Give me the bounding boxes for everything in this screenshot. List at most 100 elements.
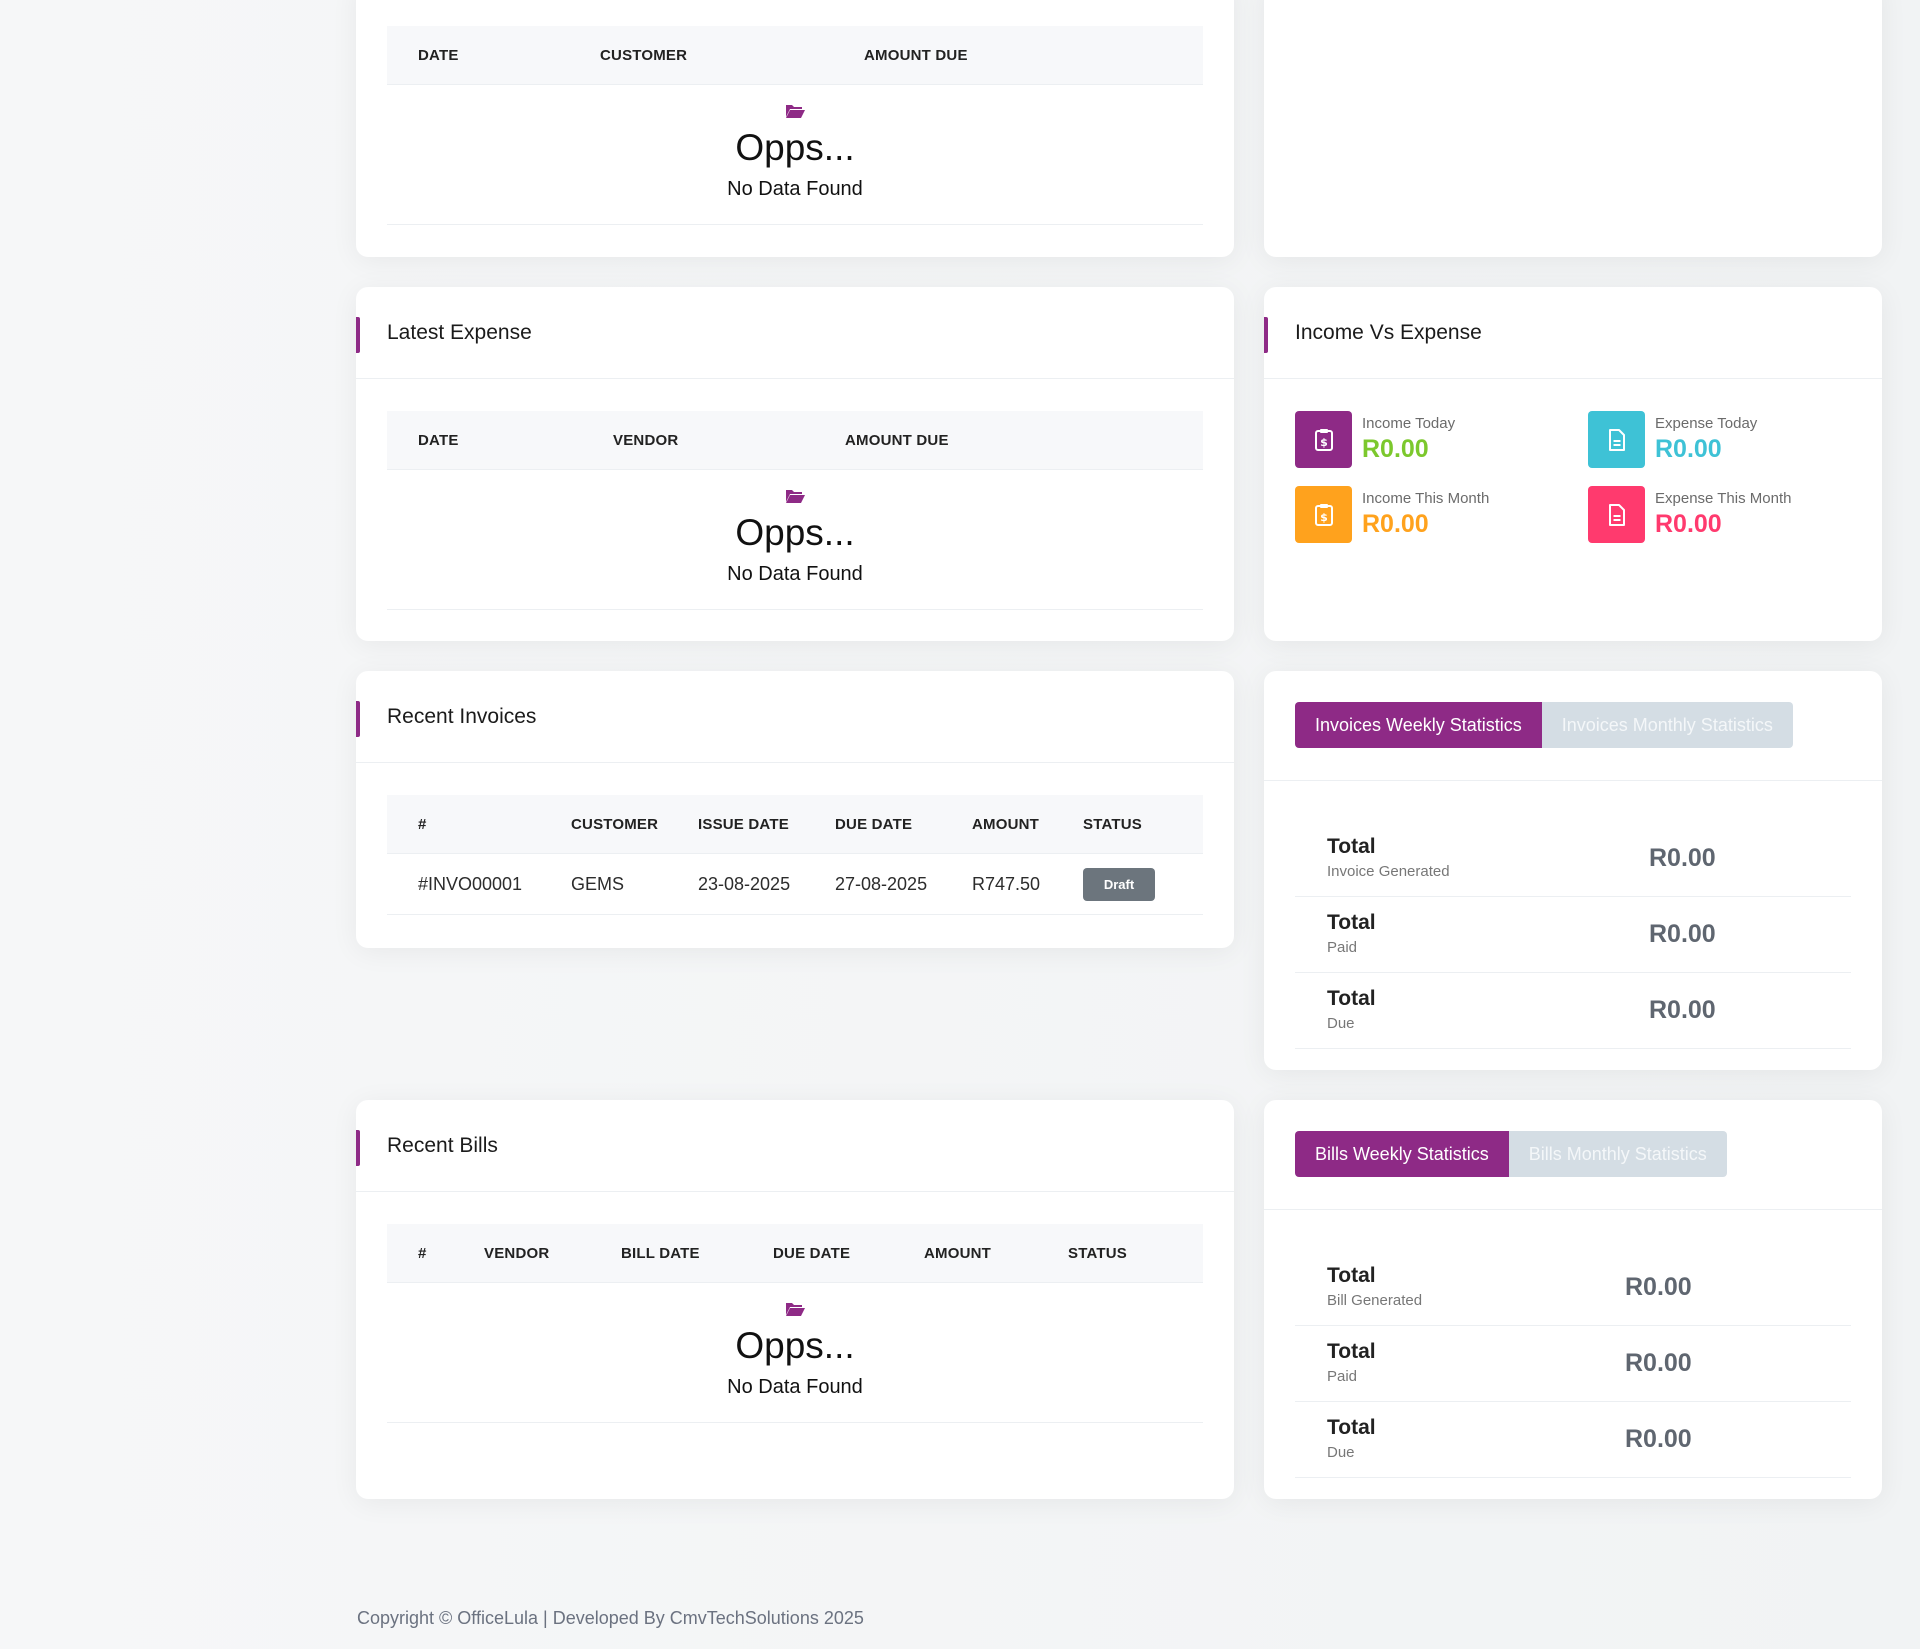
stat-label: Expense Today (1655, 415, 1758, 432)
card-header: Bills Weekly Statistics Bills Monthly St… (1264, 1100, 1882, 1210)
expense-table: DATE VENDOR AMOUNT DUE Opps... No Data F… (387, 411, 1203, 610)
row-label: Total (1327, 1416, 1376, 1439)
stat-label: Expense This Month (1655, 490, 1792, 507)
empty-state: Opps... No Data Found (387, 470, 1203, 610)
card-title: Recent Bills (387, 1133, 498, 1157)
stats-tabs: Invoices Weekly Statistics Invoices Mont… (1295, 702, 1793, 748)
clipboard-dollar-icon: $ (1295, 486, 1352, 543)
document-icon (1588, 411, 1645, 468)
top-right-card (1264, 0, 1882, 257)
empty-state: Opps... No Data Found (387, 85, 1203, 225)
svg-text:$: $ (1320, 436, 1328, 449)
document-icon (1588, 486, 1645, 543)
row-label: Total (1327, 911, 1376, 934)
row-value: R0.00 (1649, 844, 1716, 872)
invoice-statistics-card: Invoices Weekly Statistics Invoices Mont… (1264, 671, 1882, 1070)
empty-title: Opps... (735, 512, 855, 553)
stat-value: R0.00 (1655, 435, 1722, 463)
invoices-table: # CUSTOMER ISSUE DATE DUE DATE AMOUNT ST… (387, 795, 1203, 915)
income-table: DATE CUSTOMER AMOUNT DUE Opps... No Data… (387, 26, 1203, 225)
tab-invoices-weekly[interactable]: Invoices Weekly Statistics (1295, 702, 1542, 748)
card-header: Recent Invoices (356, 671, 1234, 763)
row-label: Total (1327, 1340, 1376, 1363)
col-number: # (418, 816, 427, 833)
row-sublabel: Due (1327, 1015, 1355, 1032)
card-header: Latest Expense (356, 287, 1234, 379)
table-header: # VENDOR BILL DATE DUE DATE AMOUNT STATU… (387, 1224, 1203, 1283)
invoice-issue-date: 23-08-2025 (698, 874, 791, 894)
row-label: Total (1327, 1264, 1376, 1287)
row-label: Total (1327, 835, 1376, 858)
accent-bar (356, 1130, 360, 1166)
col-status: STATUS (1068, 1245, 1127, 1262)
stat-income-today: $ Income Today R0.00 (1295, 411, 1575, 469)
tab-invoices-monthly[interactable]: Invoices Monthly Statistics (1541, 702, 1793, 748)
tab-bills-weekly[interactable]: Bills Weekly Statistics (1295, 1131, 1509, 1177)
stat-row-generated: Total Bill Generated R0.00 (1295, 1250, 1851, 1326)
card-header: Income Vs Expense (1264, 287, 1882, 379)
col-bill-date: BILL DATE (621, 1245, 700, 1262)
table-row[interactable]: #INVO00001 GEMS 23-08-2025 27-08-2025 R7… (387, 854, 1203, 915)
row-value: R0.00 (1625, 1425, 1692, 1453)
invoice-due-date: 27-08-2025 (835, 874, 928, 894)
empty-title: Opps... (735, 1325, 855, 1366)
folder-open-icon (387, 1301, 1203, 1319)
latest-expense-card: Latest Expense DATE VENDOR AMOUNT DUE Op… (356, 287, 1234, 641)
row-value: R0.00 (1649, 996, 1716, 1024)
empty-message: No Data Found (727, 178, 863, 200)
col-number: # (418, 1245, 427, 1262)
table-header: # CUSTOMER ISSUE DATE DUE DATE AMOUNT ST… (387, 795, 1203, 854)
empty-message: No Data Found (727, 1376, 863, 1398)
status-badge: Draft (1083, 868, 1155, 901)
latest-income-card: DATE CUSTOMER AMOUNT DUE Opps... No Data… (356, 0, 1234, 257)
stat-row-paid: Total Paid R0.00 (1295, 897, 1851, 973)
folder-open-icon (387, 103, 1203, 121)
table-header: DATE VENDOR AMOUNT DUE (387, 411, 1203, 470)
row-sublabel: Paid (1327, 1368, 1358, 1385)
col-vendor: VENDOR (484, 1245, 550, 1262)
row-sublabel: Due (1327, 1444, 1355, 1461)
stat-expense-month: Expense This Month R0.00 (1588, 486, 1868, 544)
col-amount-due: AMOUNT DUE (864, 47, 968, 64)
svg-text:$: $ (1320, 511, 1328, 524)
stat-income-month: $ Income This Month R0.00 (1295, 486, 1575, 544)
stat-row-due: Total Due R0.00 (1295, 1402, 1851, 1478)
col-vendor: VENDOR (613, 432, 679, 449)
stat-expense-today: Expense Today R0.00 (1588, 411, 1868, 469)
bills-table: # VENDOR BILL DATE DUE DATE AMOUNT STATU… (387, 1224, 1203, 1423)
income-vs-expense-card: Income Vs Expense $ Income Today R0.00 E… (1264, 287, 1882, 641)
table-header: DATE CUSTOMER AMOUNT DUE (387, 26, 1203, 85)
accent-bar (356, 701, 360, 737)
invoice-customer: GEMS (571, 874, 625, 894)
empty-message: No Data Found (727, 563, 863, 585)
stat-value: R0.00 (1362, 510, 1429, 538)
col-amount: AMOUNT (972, 816, 1040, 833)
invoice-id-link[interactable]: #INVO00001 (418, 874, 523, 894)
card-title: Latest Expense (387, 320, 532, 344)
folder-open-icon (387, 488, 1203, 506)
row-sublabel: Bill Generated (1327, 1292, 1423, 1309)
stat-value: R0.00 (1655, 510, 1722, 538)
stat-label: Income Today (1362, 415, 1456, 432)
accent-bar (1264, 317, 1268, 353)
row-value: R0.00 (1649, 920, 1716, 948)
empty-state: Opps... No Data Found (387, 1283, 1203, 1423)
stat-row-paid: Total Paid R0.00 (1295, 1326, 1851, 1402)
stat-value: R0.00 (1362, 435, 1429, 463)
stat-row-generated: Total Invoice Generated R0.00 (1295, 821, 1851, 897)
col-due-date: DUE DATE (773, 1245, 851, 1262)
card-title: Recent Invoices (387, 704, 537, 728)
col-date: DATE (418, 432, 459, 449)
card-title: Income Vs Expense (1295, 320, 1482, 344)
clipboard-dollar-icon: $ (1295, 411, 1352, 468)
col-status: STATUS (1083, 816, 1142, 833)
stat-label: Income This Month (1362, 490, 1490, 507)
tab-bills-monthly[interactable]: Bills Monthly Statistics (1508, 1131, 1727, 1177)
col-amount-due: AMOUNT DUE (845, 432, 949, 449)
invoice-amount: R747.50 (972, 874, 1041, 894)
col-customer: CUSTOMER (571, 816, 659, 833)
row-sublabel: Invoice Generated (1327, 863, 1450, 880)
bill-statistics-card: Bills Weekly Statistics Bills Monthly St… (1264, 1100, 1882, 1499)
col-due-date: DUE DATE (835, 816, 913, 833)
recent-bills-card: Recent Bills # VENDOR BILL DATE DUE DATE… (356, 1100, 1234, 1499)
